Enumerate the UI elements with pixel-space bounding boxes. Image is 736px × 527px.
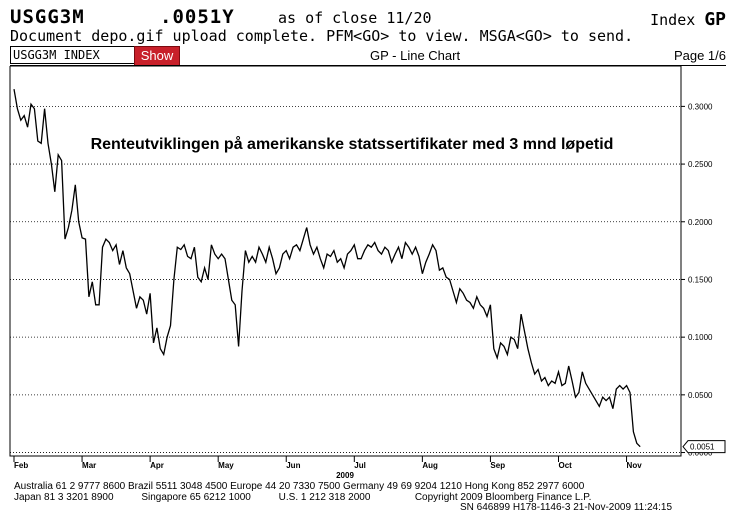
x-tick-label: Oct bbox=[558, 461, 572, 470]
footer-contacts-2: Japan 81 3 3201 8900 Singapore 65 6212 1… bbox=[14, 491, 592, 503]
y-axis: 0.00000.05000.10000.15000.20000.25000.30… bbox=[681, 102, 713, 458]
footer: Australia 61 2 9777 8600 Brazil 5511 304… bbox=[14, 481, 673, 514]
last-value-marker: 0.0051 bbox=[682, 440, 726, 454]
page-indicator[interactable]: Page 1/6 bbox=[673, 48, 726, 63]
toolbar: Show GP - Line Chart Page 1/6 bbox=[10, 46, 726, 66]
x-tick-label: Jun bbox=[286, 461, 300, 470]
index-text: Index bbox=[650, 11, 696, 29]
x-tick-label: Apr bbox=[150, 461, 164, 470]
footer-serial: SN 646899 H178-1146-3 21-Nov-2009 11:24:… bbox=[460, 502, 673, 513]
header: USGG3M .0051Y as of close 11/20 Index GP bbox=[10, 6, 726, 30]
y-tick-label: 0.1500 bbox=[688, 275, 713, 284]
y-tick-label: 0.3000 bbox=[688, 102, 713, 111]
series-line bbox=[13, 88, 641, 448]
last-value: .0051Y bbox=[160, 6, 235, 28]
x-tick-label: Mar bbox=[82, 461, 96, 470]
last-value-label: 0.0051 bbox=[690, 443, 715, 452]
index-label: Index GP bbox=[650, 9, 726, 30]
x-axis-label: 2009 bbox=[336, 471, 354, 480]
x-tick-label: Feb bbox=[14, 461, 28, 470]
function-code: GP bbox=[704, 9, 726, 30]
show-button[interactable]: Show bbox=[134, 46, 180, 66]
y-tick-label: 0.2000 bbox=[688, 218, 713, 227]
last-value-box bbox=[682, 440, 726, 454]
grid bbox=[10, 105, 681, 453]
chart-title: Renteutviklingen på amerikanske statsser… bbox=[91, 135, 614, 153]
x-tick-label: May bbox=[218, 461, 234, 470]
x-tick-label: Nov bbox=[627, 461, 643, 470]
y-tick-label: 0.2500 bbox=[688, 160, 713, 169]
x-tick-label: Jul bbox=[354, 461, 366, 470]
status-message: Document depo.gif upload complete. PFM<G… bbox=[10, 27, 634, 45]
x-tick-label: Sep bbox=[490, 461, 505, 470]
y-tick-label: 0.1000 bbox=[688, 333, 713, 342]
x-axis: Feb Mar Apr May Jun Jul Aug Sep Oct Nov bbox=[13, 456, 643, 470]
plot-frame bbox=[9, 66, 682, 457]
chart-type-title: GP - Line Chart bbox=[370, 48, 461, 63]
footer-contacts: Australia 61 2 9777 8600 Brazil 5511 304… bbox=[14, 481, 585, 492]
ticker: USGG3M bbox=[10, 6, 85, 28]
y-tick-label: 0.0500 bbox=[688, 391, 713, 400]
security-input[interactable] bbox=[10, 46, 136, 64]
line-chart: 0.00000.05000.10000.15000.20000.25000.30… bbox=[9, 66, 726, 480]
x-tick-label: Aug bbox=[422, 461, 438, 470]
as-of-text: as of close 11/20 bbox=[278, 9, 432, 27]
